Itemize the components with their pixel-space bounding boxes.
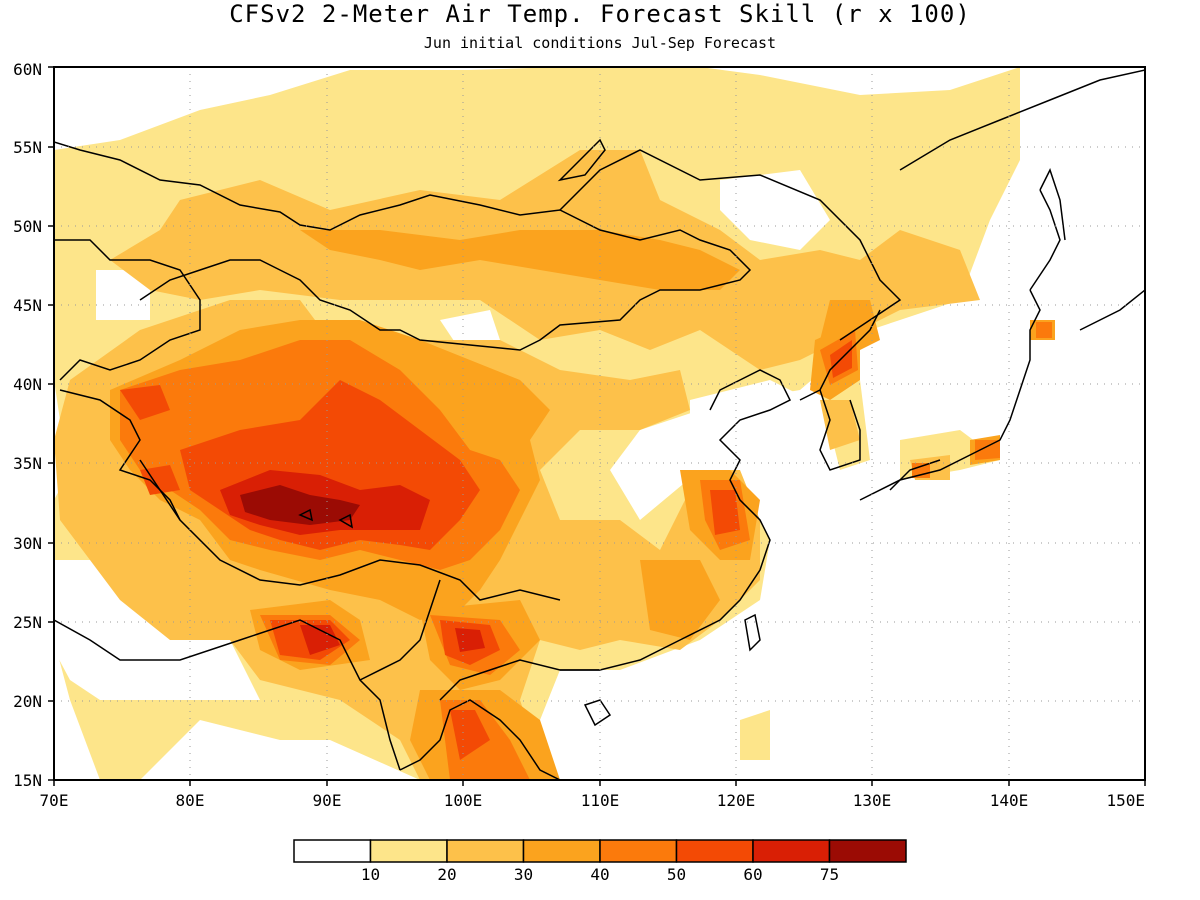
lon-label-110e: 110E <box>581 791 620 810</box>
coastlines-and-borders <box>54 69 1145 780</box>
longitude-labels: 70E 80E 90E 100E 110E 120E 130E 140E 150… <box>40 791 1145 810</box>
colorbar-swatch <box>522 839 601 863</box>
colorbar-swatch <box>675 839 754 863</box>
colorbar-swatch <box>828 839 907 863</box>
lat-label-55n: 55N <box>13 138 42 157</box>
lat-label-25n: 25N <box>13 613 42 632</box>
colorbar-tick-label: 50 <box>667 865 686 884</box>
skill-shading <box>54 67 1145 780</box>
map-subtitle: Jun initial conditions Jul-Sep Forecast <box>423 34 777 52</box>
colorbar-tick-label: 40 <box>590 865 609 884</box>
colorbar-tick-label: 30 <box>514 865 533 884</box>
lat-label-60n: 60N <box>13 60 42 79</box>
lon-label-120e: 120E <box>717 791 756 810</box>
colorbar-tick-label: 75 <box>820 865 839 884</box>
lon-label-70e: 70E <box>40 791 69 810</box>
map-title: CFSv2 2-Meter Air Temp. Forecast Skill (… <box>229 0 971 28</box>
colorbar-swatch <box>599 839 678 863</box>
lat-label-45n: 45N <box>13 296 42 315</box>
lon-label-150e: 150E <box>1106 791 1145 810</box>
lat-label-30n: 30N <box>13 534 42 553</box>
axis-ticks <box>48 66 1146 786</box>
colorbar-swatch <box>293 839 372 863</box>
lon-label-80e: 80E <box>176 791 205 810</box>
lat-label-40n: 40N <box>13 375 42 394</box>
colorbar-swatch <box>446 839 525 863</box>
lat-label-50n: 50N <box>13 217 42 236</box>
colorbar-swatch <box>752 839 831 863</box>
lat-label-20n: 20N <box>13 692 42 711</box>
colorbar-tick-label: 20 <box>437 865 456 884</box>
lat-label-35n: 35N <box>13 454 42 473</box>
lon-label-100e: 100E <box>444 791 483 810</box>
lat-label-15n: 15N <box>13 771 42 790</box>
colorbar: 10 20 30 40 50 60 75 <box>293 839 907 884</box>
lon-label-140e: 140E <box>990 791 1029 810</box>
lon-label-90e: 90E <box>313 791 342 810</box>
lon-label-130e: 130E <box>853 791 892 810</box>
latitude-labels: 15N 20N 25N 30N 35N 40N 45N 50N 55N 60N <box>13 60 42 790</box>
colorbar-swatch <box>369 839 448 863</box>
colorbar-tick-label: 10 <box>361 865 380 884</box>
colorbar-tick-label: 60 <box>743 865 762 884</box>
